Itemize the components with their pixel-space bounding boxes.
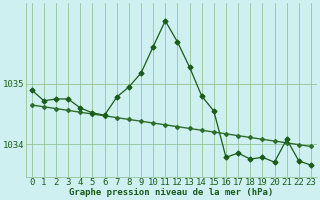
X-axis label: Graphe pression niveau de la mer (hPa): Graphe pression niveau de la mer (hPa)	[69, 188, 274, 197]
